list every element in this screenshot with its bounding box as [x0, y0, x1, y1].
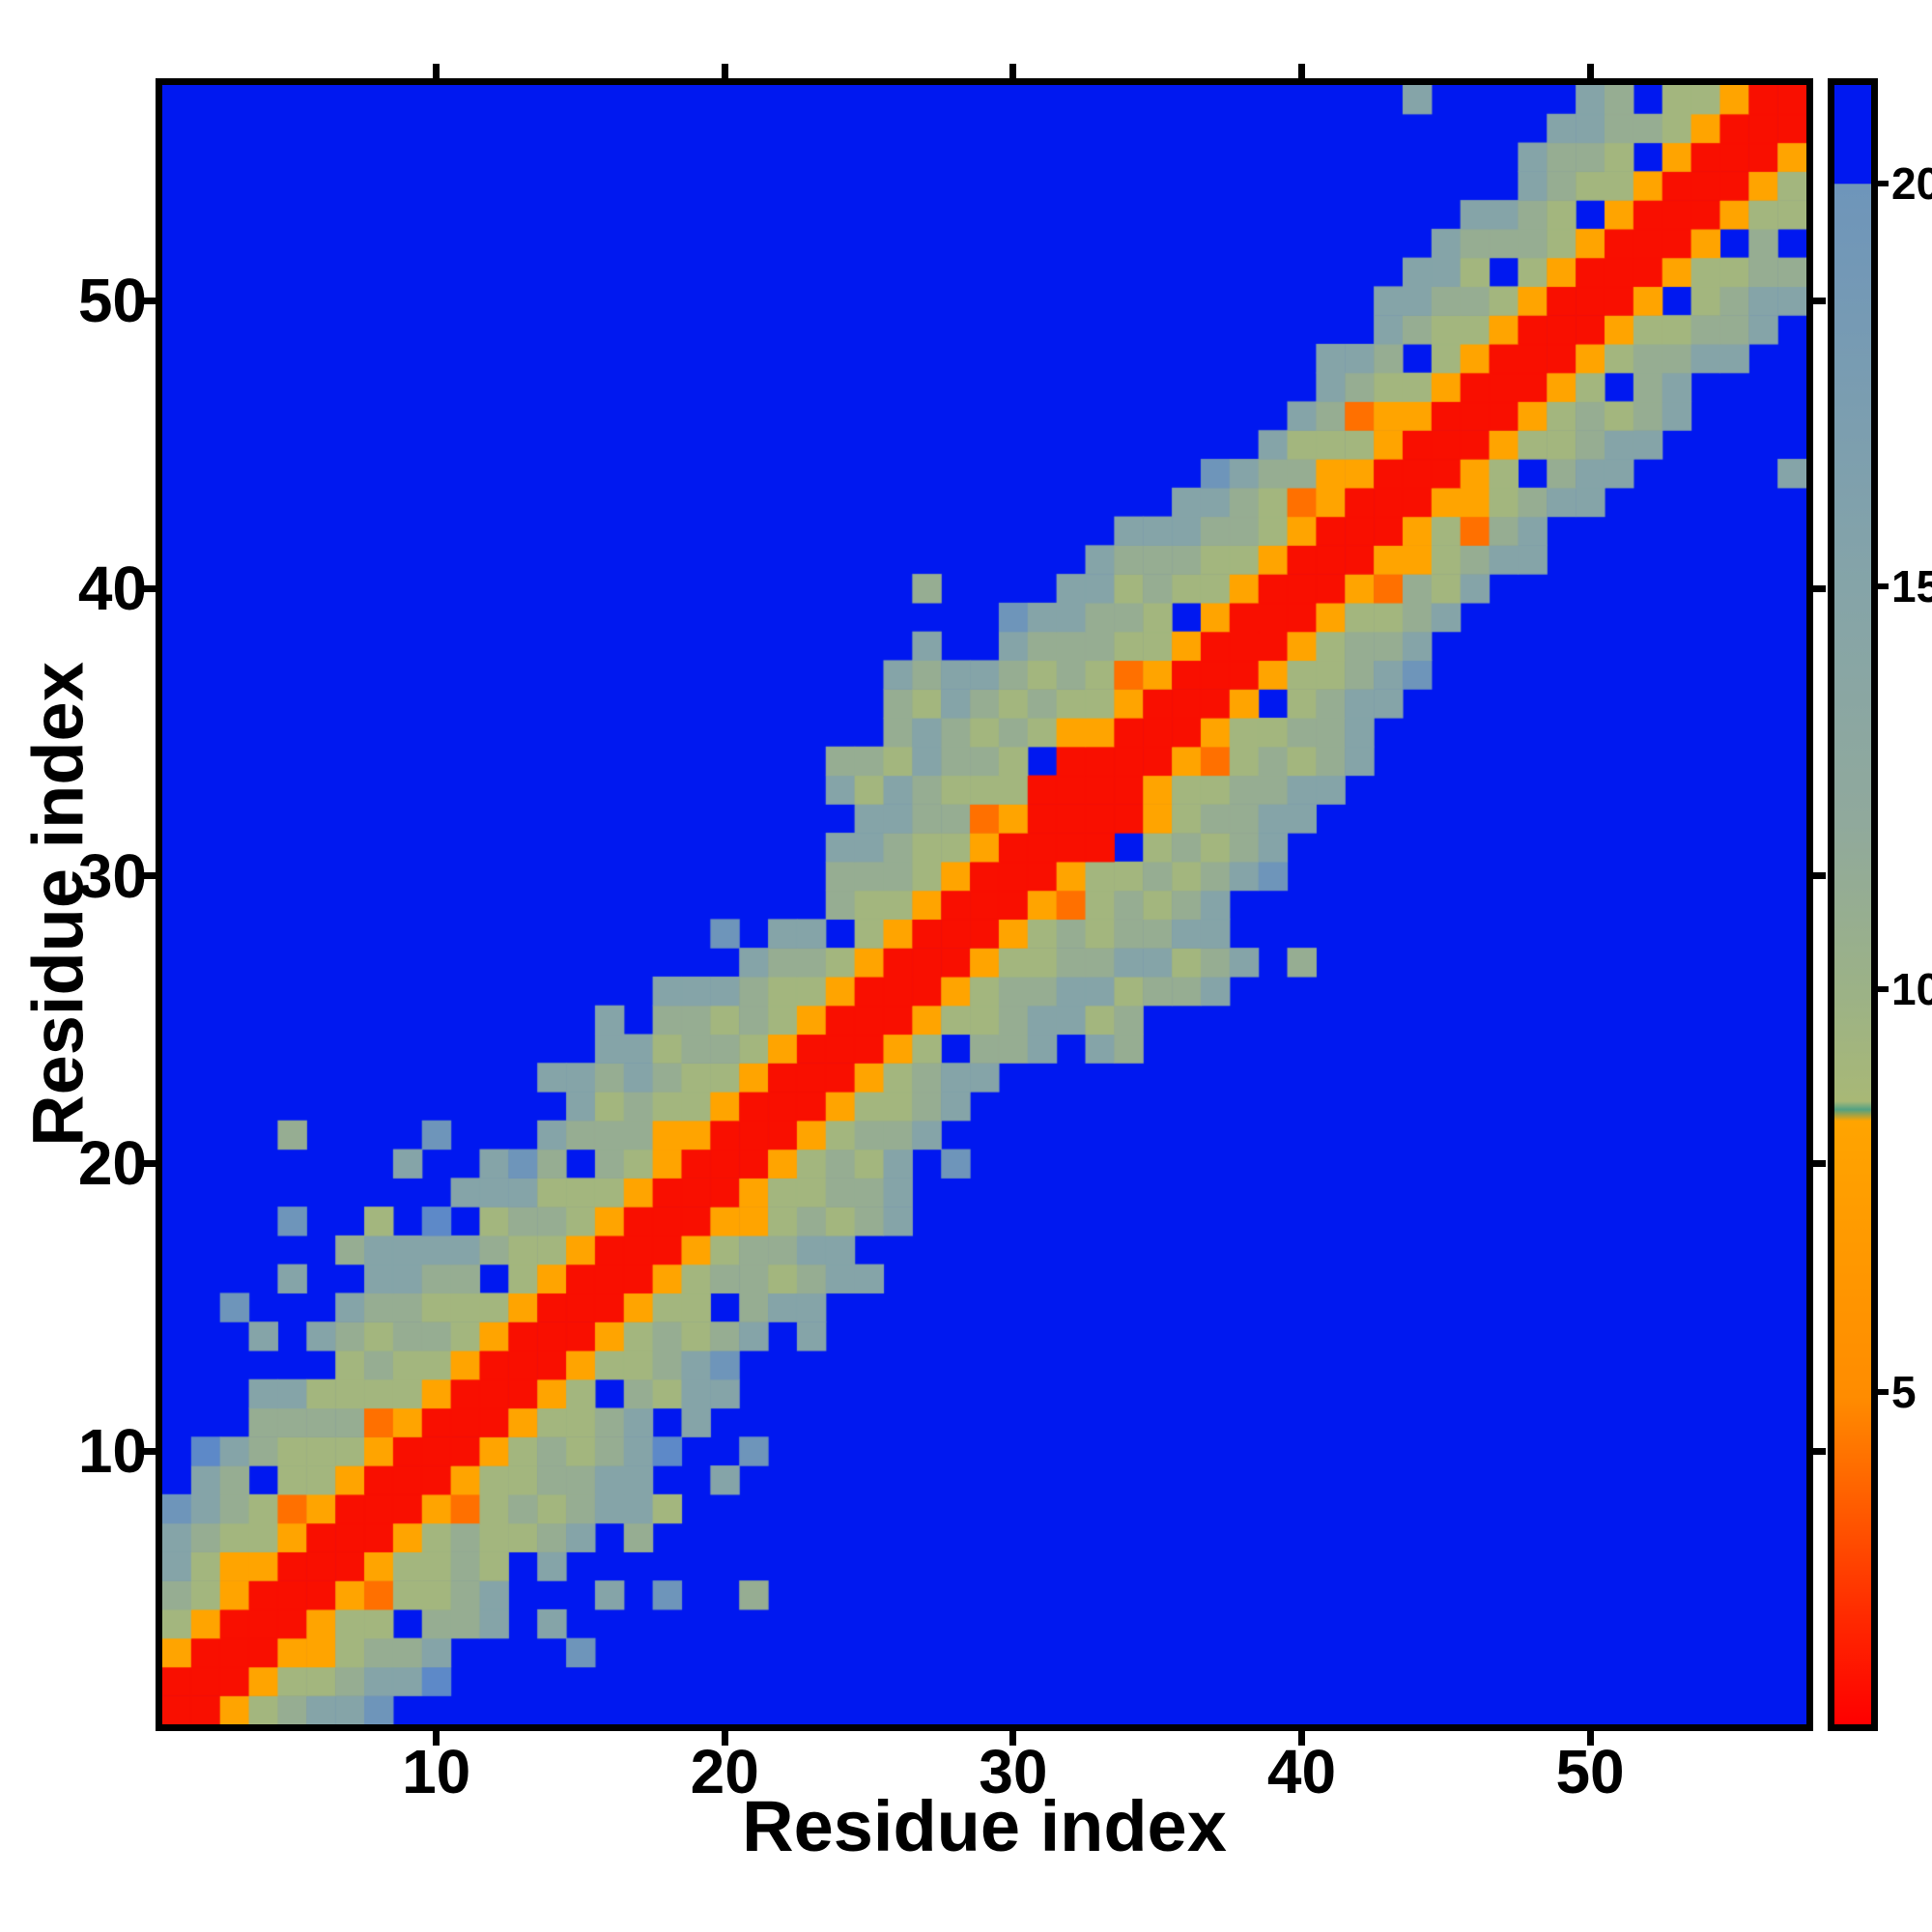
- colorbar-tick: [1878, 1388, 1889, 1395]
- x-axis-tick-top: [1586, 64, 1594, 78]
- y-axis-tick-left: [141, 584, 156, 592]
- y-axis-tick-left: [141, 872, 156, 880]
- x-axis-tick-bottom: [1009, 1731, 1017, 1746]
- colorbar-tick: [1878, 582, 1889, 589]
- x-axis-tick-top: [1009, 64, 1017, 78]
- x-axis-title: Residue index: [742, 1786, 1227, 1866]
- y-axis-tick-label: 50: [77, 266, 147, 336]
- x-axis-tick-bottom: [1586, 1731, 1594, 1746]
- y-axis-tick-label: 10: [77, 1416, 147, 1487]
- x-axis-tick-top: [433, 64, 440, 78]
- colorbar-tick-label: 20: [1891, 157, 1932, 209]
- x-axis-tick-top: [1297, 64, 1305, 78]
- x-axis-tick-label: 10: [402, 1737, 471, 1806]
- colorbar: [1828, 78, 1878, 1731]
- colorbar-gradient: [1834, 85, 1871, 1724]
- x-axis-tick-label: 30: [979, 1737, 1048, 1806]
- colorbar-tick-label: 10: [1891, 963, 1932, 1014]
- colorbar-tick: [1878, 985, 1889, 992]
- y-axis-tick-left: [141, 1447, 156, 1455]
- x-axis-tick-bottom: [721, 1731, 728, 1746]
- colorbar-tick-label: 15: [1891, 560, 1932, 611]
- colorbar-tick-label: 5: [1891, 1366, 1917, 1417]
- y-axis-tick-left: [141, 1159, 156, 1167]
- y-axis-tick-right: [1813, 872, 1826, 880]
- x-axis-tick-label: 50: [1555, 1737, 1625, 1806]
- heatmap-canvas: [162, 85, 1806, 1724]
- y-axis-tick-right: [1813, 297, 1826, 304]
- x-axis-tick-label: 20: [690, 1737, 759, 1806]
- y-axis-tick-right: [1813, 584, 1826, 592]
- x-axis-tick-label: 40: [1266, 1737, 1337, 1806]
- y-axis-tick-label: 20: [77, 1128, 147, 1199]
- y-axis-tick-label: 40: [77, 554, 147, 623]
- colorbar-tick: [1878, 180, 1889, 186]
- y-axis-tick-right: [1813, 1447, 1826, 1455]
- y-axis-tick-right: [1813, 1159, 1826, 1167]
- x-axis-tick-bottom: [433, 1731, 440, 1746]
- x-axis-tick-bottom: [1297, 1731, 1305, 1746]
- y-axis-tick-label: 30: [77, 840, 147, 911]
- y-axis-tick-left: [141, 297, 156, 304]
- x-axis-tick-top: [721, 64, 728, 78]
